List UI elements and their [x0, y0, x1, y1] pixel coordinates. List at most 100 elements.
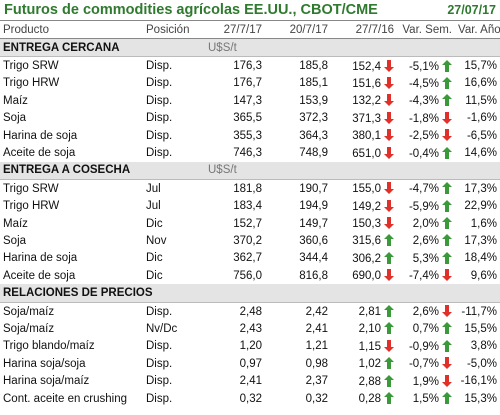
- cell-text: -6,5%: [466, 129, 497, 142]
- cell-text: 15,7%: [464, 60, 497, 73]
- arrow-down: [384, 199, 394, 212]
- cell: 16,6%: [455, 75, 500, 92]
- cell: Cont. aceite en crushing: [0, 390, 143, 407]
- column-header: 27/7/16: [331, 21, 397, 39]
- cell-text: 756,0: [233, 269, 262, 282]
- arrow-down: [384, 146, 394, 159]
- cell-text: Harina soja/soja: [3, 357, 86, 370]
- cell: 0,28: [331, 390, 397, 407]
- data-row: Aceite de soja Disp. 746,3 748,9 651,0 -0,4% 1…: [0, 144, 500, 161]
- cell: -4,7%: [397, 180, 455, 198]
- cell-text: 690,0: [352, 270, 381, 283]
- arrow-up: [442, 182, 452, 195]
- cell: 355,3: [205, 127, 265, 144]
- cell: Disp.: [143, 75, 205, 92]
- cell: 690,0: [331, 267, 397, 284]
- cell-text: 147,3: [233, 94, 262, 107]
- arrow-up: [442, 59, 452, 72]
- cell-text: 152,4: [352, 60, 381, 73]
- cell-text: -11,7%: [461, 305, 497, 318]
- cell: Dic: [143, 250, 205, 267]
- data-row: Trigo HRW Jul 183,4 194,9 149,2 -5,9% 22,9%: [0, 198, 500, 215]
- cell-text: 306,2: [352, 252, 381, 265]
- cell: 1,15: [331, 338, 397, 355]
- cell-text: 651,0: [352, 147, 381, 160]
- cell: 22,9%: [455, 198, 500, 215]
- cell: Disp.: [143, 302, 205, 320]
- cell-text: 16,6%: [464, 77, 497, 90]
- arrow-up: [442, 76, 452, 89]
- cell-text: Aceite de soja: [3, 269, 76, 282]
- cell-text: Disp.: [146, 147, 173, 160]
- cell: 14,6%: [455, 144, 500, 161]
- cell: 185,1: [265, 75, 331, 92]
- arrow-down: [442, 305, 452, 318]
- cell-text: Disp.: [146, 392, 173, 405]
- cell-text: 315,6: [352, 235, 381, 248]
- cell: Trigo HRW: [0, 75, 143, 92]
- cell: 152,4: [331, 57, 397, 75]
- cell: 2,81: [331, 302, 397, 320]
- cell: 360,6: [265, 232, 331, 249]
- cell: 2,48: [205, 302, 265, 320]
- cell-text: 1,6%: [470, 217, 497, 230]
- cell: 15,5%: [455, 320, 500, 337]
- data-row: Soja Disp. 365,5 372,3 371,3 -1,8% -1,6%: [0, 110, 500, 127]
- cell-text: 149,2: [352, 200, 381, 213]
- cell: 153,9: [265, 92, 331, 109]
- arrow-down: [442, 357, 452, 370]
- cell-text: 364,3: [299, 129, 328, 142]
- arrow-down: [442, 374, 452, 387]
- cell: Dic: [143, 215, 205, 232]
- arrow-down: [384, 339, 394, 352]
- arrow-up: [442, 251, 452, 264]
- arrow-down: [384, 182, 394, 195]
- header-row: Producto Posición 27/7/17 20/7/17 27/7/16 Var…: [0, 21, 500, 39]
- cell-text: 1,21: [305, 340, 328, 353]
- cell-text: Disp.: [146, 357, 173, 370]
- cell-text: 185,8: [299, 60, 328, 73]
- cell-text: 132,2: [352, 95, 381, 108]
- cell-text: 1,9%: [412, 375, 439, 388]
- cell-text: 372,3: [299, 112, 328, 125]
- arrow-up: [442, 199, 452, 212]
- data-row: Soja Nov 370,2 360,6 315,6 2,6% 17,3%: [0, 232, 500, 249]
- arrow-up: [442, 146, 452, 159]
- cell-text: Harina de soja: [3, 252, 78, 265]
- cell: 0,97: [205, 355, 265, 372]
- cell: -0,7%: [397, 355, 455, 372]
- cell: 2,0%: [397, 215, 455, 232]
- cell: 152,7: [205, 215, 265, 232]
- cell-text: Disp.: [146, 375, 173, 388]
- cell-text: Nv/Dc: [146, 322, 178, 335]
- cell: -4,5%: [397, 75, 455, 92]
- cell-text: -0,7%: [408, 358, 439, 371]
- data-row: Trigo SRW Disp. 176,3 185,8 152,4 -5,1% 15,7%: [0, 57, 500, 75]
- data-row: Maíz Dic 152,7 149,7 150,3 2,0% 1,6%: [0, 215, 500, 232]
- cell-text: Maíz: [3, 94, 28, 107]
- cell-text: 194,9: [299, 200, 328, 213]
- data-row: Cont. aceite en crushing Disp. 0,32 0,32 0,2…: [0, 390, 500, 407]
- cell-text: 0,32: [239, 392, 262, 405]
- cell-text: 1,02: [358, 358, 381, 371]
- cell-text: Disp.: [146, 94, 173, 107]
- cell: 344,4: [265, 250, 331, 267]
- cell: 1,6%: [455, 215, 500, 232]
- cell-text: 365,5: [233, 112, 262, 125]
- cell-text: Cont. aceite en crushing: [3, 392, 128, 405]
- cell: 1,02: [331, 355, 397, 372]
- title-bar: Futuros de commodities agrícolas EE.UU.,…: [0, 0, 500, 21]
- cell: Disp.: [143, 127, 205, 144]
- cell-text: 176,7: [233, 77, 262, 90]
- cell: Disp.: [143, 355, 205, 372]
- cell: 1,5%: [397, 390, 455, 407]
- cell: Disp.: [143, 57, 205, 75]
- cell: 306,2: [331, 250, 397, 267]
- cell-text: 0,98: [305, 357, 328, 370]
- cell: 183,4: [205, 198, 265, 215]
- arrow-up: [442, 94, 452, 107]
- cell-text: 3,8%: [470, 340, 497, 353]
- cell-text: Trigo SRW: [3, 60, 59, 73]
- cell: -11,7%: [455, 302, 500, 320]
